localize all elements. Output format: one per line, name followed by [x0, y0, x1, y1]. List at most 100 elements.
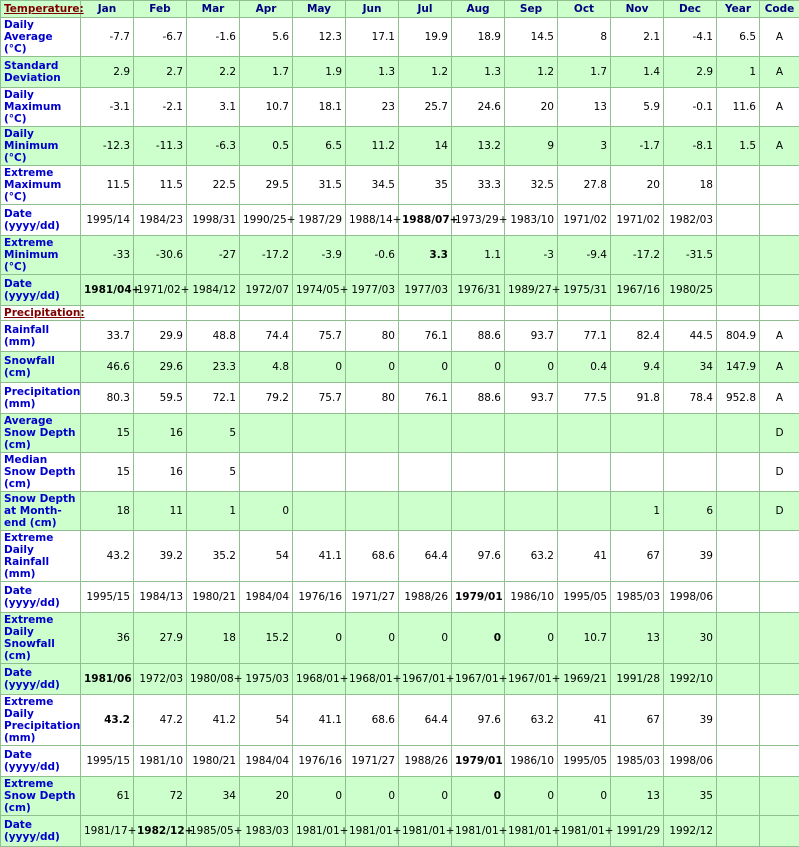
empty-cell — [717, 777, 760, 816]
cell: -1.7 — [611, 127, 664, 166]
empty-cell — [399, 306, 452, 321]
empty-cell — [760, 531, 799, 582]
cell: 1975/03 — [240, 664, 293, 695]
cell: 1968/01+ — [346, 664, 399, 695]
cell: -1.6 — [187, 18, 240, 57]
empty-cell — [293, 492, 346, 531]
cell: D — [760, 414, 799, 453]
cell: 41.2 — [187, 695, 240, 746]
row-label: Date (yyyy/dd) — [1, 275, 81, 306]
empty-cell — [452, 453, 505, 492]
cell: 1995/14 — [81, 205, 134, 236]
cell: 1972/03 — [134, 664, 187, 695]
cell: 32.5 — [505, 166, 558, 205]
cell: 2.1 — [611, 18, 664, 57]
cell: 1981/04+ — [81, 275, 134, 306]
cell: 1981/01+ — [399, 816, 452, 847]
column-header: Jan — [81, 1, 134, 18]
cell: 1979/01 — [452, 582, 505, 613]
empty-cell — [717, 746, 760, 777]
cell: 1.4 — [611, 57, 664, 88]
cell: 82.4 — [611, 321, 664, 352]
cell: 1973/29+ — [452, 205, 505, 236]
cell: 11 — [134, 492, 187, 531]
cell: 31.5 — [293, 166, 346, 205]
row-label: Standard Deviation — [1, 57, 81, 88]
empty-cell — [611, 306, 664, 321]
cell: 36 — [81, 613, 134, 664]
empty-cell — [399, 414, 452, 453]
cell: 0 — [505, 352, 558, 383]
cell: 76.1 — [399, 321, 452, 352]
empty-cell — [760, 275, 799, 306]
cell: -7.7 — [81, 18, 134, 57]
cell: 1967/01+ — [505, 664, 558, 695]
cell: 1987/29 — [293, 205, 346, 236]
cell: 1971/02+ — [134, 275, 187, 306]
cell: 75.7 — [293, 383, 346, 414]
cell: 1975/31 — [558, 275, 611, 306]
cell: 29.9 — [134, 321, 187, 352]
cell: A — [760, 352, 799, 383]
cell: 6 — [664, 492, 717, 531]
cell: 1988/26 — [399, 746, 452, 777]
cell: 1991/29 — [611, 816, 664, 847]
cell: 61 — [81, 777, 134, 816]
cell: 48.8 — [187, 321, 240, 352]
column-header: Oct — [558, 1, 611, 18]
cell: 2.9 — [81, 57, 134, 88]
cell: 2.7 — [134, 57, 187, 88]
cell: 27.9 — [134, 613, 187, 664]
cell: 34 — [187, 777, 240, 816]
section-row: Precipitation: — [1, 306, 799, 321]
empty-cell — [760, 582, 799, 613]
empty-cell — [760, 613, 799, 664]
cell: 16 — [134, 414, 187, 453]
row-label: Precipitation (mm) — [1, 383, 81, 414]
empty-cell — [717, 695, 760, 746]
column-header: Jun — [346, 1, 399, 18]
cell: 35.2 — [187, 531, 240, 582]
cell: 1969/21 — [558, 664, 611, 695]
empty-cell — [399, 492, 452, 531]
cell: 80 — [346, 321, 399, 352]
cell: 1990/25+ — [240, 205, 293, 236]
cell: 9 — [505, 127, 558, 166]
cell: A — [760, 127, 799, 166]
cell: 18 — [664, 166, 717, 205]
empty-cell — [346, 453, 399, 492]
empty-cell — [240, 414, 293, 453]
cell: 1998/06 — [664, 582, 717, 613]
cell: 0 — [505, 777, 558, 816]
column-header: Feb — [134, 1, 187, 18]
cell: 39 — [664, 695, 717, 746]
cell: 952.8 — [717, 383, 760, 414]
cell: 1985/03 — [611, 746, 664, 777]
cell: 1967/16 — [611, 275, 664, 306]
empty-cell — [717, 275, 760, 306]
empty-cell — [452, 492, 505, 531]
row-label: Average Snow Depth (cm) — [1, 414, 81, 453]
cell: A — [760, 321, 799, 352]
cell: -4.1 — [664, 18, 717, 57]
cell: 1986/10 — [505, 746, 558, 777]
cell: 1.2 — [505, 57, 558, 88]
cell: 3.1 — [187, 88, 240, 127]
cell: 46.6 — [81, 352, 134, 383]
row-label: Extreme Daily Snowfall (cm) — [1, 613, 81, 664]
cell: 1989/27+ — [505, 275, 558, 306]
cell: 72.1 — [187, 383, 240, 414]
cell: 147.9 — [717, 352, 760, 383]
cell: 35 — [399, 166, 452, 205]
column-header: Jul — [399, 1, 452, 18]
cell: 13 — [611, 613, 664, 664]
cell: 54 — [240, 531, 293, 582]
cell: 1984/23 — [134, 205, 187, 236]
empty-cell — [399, 453, 452, 492]
